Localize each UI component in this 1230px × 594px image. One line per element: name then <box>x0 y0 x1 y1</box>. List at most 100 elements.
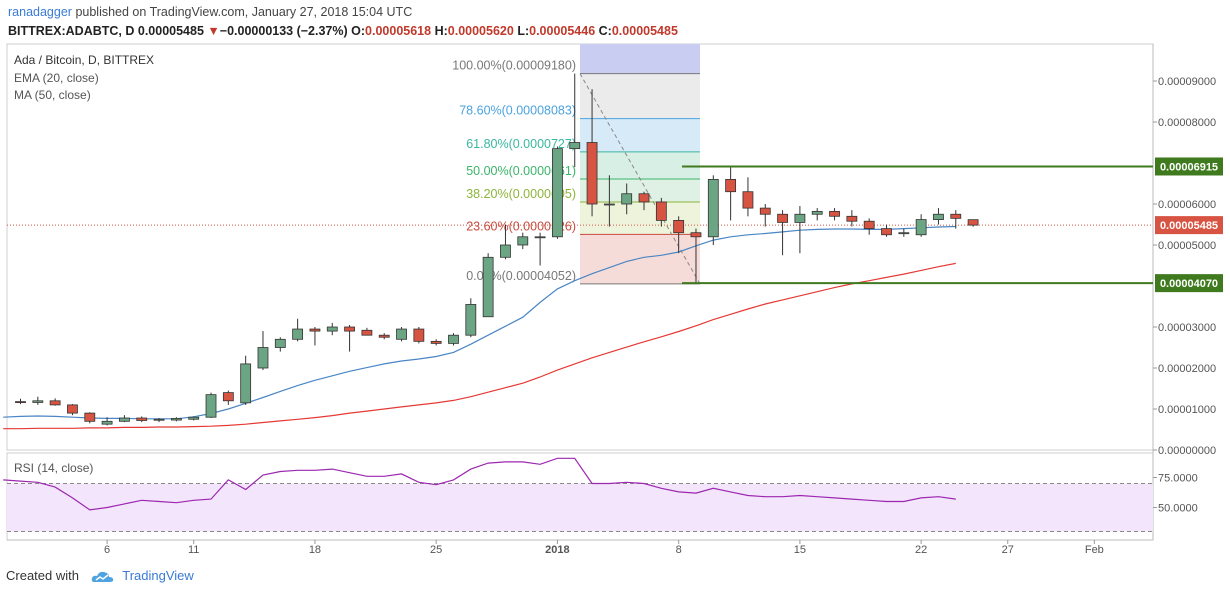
ema-legend: EMA (20, close) <box>14 71 99 85</box>
candle-body <box>673 219 685 234</box>
high-value: 0.00005620 <box>447 24 514 38</box>
fib-zone <box>580 73 700 119</box>
fib-zone <box>580 178 700 202</box>
price-tick-label: 0.00008000 <box>1158 117 1216 129</box>
fib-level-label: 23.60%(0.0000526) <box>466 219 576 233</box>
level-price-label: 0.00006915 <box>1160 161 1218 173</box>
fib-level-label: 0.00%(0.00004052) <box>466 269 576 283</box>
fib-level-label: 61.80%(0.0000727) <box>466 137 576 151</box>
price-tick-label: 0.00006000 <box>1158 199 1216 211</box>
candle-body <box>430 340 442 344</box>
rsi-tick-label: 75.0000 <box>1158 473 1198 485</box>
candle-body <box>603 203 615 206</box>
ma-legend: MA (50, close) <box>14 88 91 102</box>
candle-body <box>465 304 477 336</box>
candle-body <box>170 418 182 421</box>
time-tick-label: 15 <box>794 544 806 556</box>
price-tick-label: 0.00009000 <box>1158 76 1216 88</box>
fib-level-label: 50.00%(0.0000661) <box>466 164 576 178</box>
last-price-tag <box>1155 216 1223 235</box>
close-value: 0.00005485 <box>611 24 678 38</box>
candle-body <box>396 328 407 340</box>
time-tick-label: 25 <box>430 544 442 556</box>
open-value: 0.00005618 <box>365 24 432 38</box>
tradingview-link[interactable]: TradingView <box>122 568 194 583</box>
candle-body <box>915 219 927 236</box>
candle-body <box>794 213 806 223</box>
candle-body <box>742 191 754 209</box>
candle-body <box>655 201 667 221</box>
candle-body <box>586 142 598 205</box>
candle-body <box>707 178 719 238</box>
publish-line: ranadagger published on TradingView.com,… <box>8 5 412 19</box>
candle-body <box>569 142 581 150</box>
fib-trend-line <box>579 73 701 285</box>
down-arrow-icon: ▼ <box>207 24 220 38</box>
fib-zone <box>580 234 700 284</box>
level-price-tag <box>1155 274 1223 293</box>
candle-body <box>759 207 771 215</box>
price-change: −0.00000133 (−2.37%) <box>219 24 348 38</box>
candle-body <box>517 236 529 246</box>
footer: Created with TradingView <box>6 568 194 584</box>
candle-body <box>638 193 650 203</box>
candle-body <box>344 326 355 332</box>
open-label: O: <box>351 24 366 38</box>
candle-body <box>205 394 217 418</box>
candle-body <box>898 232 910 235</box>
candle-body <box>119 417 130 422</box>
time-tick-label: 22 <box>915 544 927 556</box>
chart-header: ranadagger published on TradingView.com,… <box>0 0 1230 44</box>
time-tick-label: 18 <box>309 544 321 556</box>
candle-body <box>413 328 425 342</box>
chart-title: Ada / Bitcoin, D, BITTREX <box>14 53 154 67</box>
candle-body <box>534 236 546 239</box>
candle-body <box>621 193 633 205</box>
rsi-tick-label: 50.0000 <box>1158 503 1198 515</box>
candle-body <box>101 420 113 425</box>
price-tick-label: 0.00001000 <box>1158 404 1216 416</box>
time-tick-label: 6 <box>104 544 110 556</box>
fib-level-label: 100.00%(0.00009180) <box>452 59 576 73</box>
time-tick-label: 8 <box>676 544 682 556</box>
fib-selection-highlight <box>580 44 700 74</box>
time-tick-label: 11 <box>188 544 199 556</box>
candle-body <box>448 334 459 344</box>
price-tick-label: 0.00005000 <box>1158 240 1216 252</box>
rsi-legend: RSI (14, close) <box>14 461 93 475</box>
price-tick-label: 0.00002000 <box>1158 363 1216 375</box>
rsi-band <box>7 483 1153 532</box>
low-label: L: <box>517 24 530 38</box>
candle-body <box>32 400 44 403</box>
high-label: H: <box>434 24 448 38</box>
candle-body <box>257 347 269 369</box>
price-chart[interactable]: 100.00%(0.00009180) 78.60%(0.00008083) 61.… <box>0 0 1230 566</box>
fib-zone <box>580 151 700 179</box>
candle-body <box>15 401 26 404</box>
candle-body <box>725 178 737 193</box>
price-tick-label: 0.00000000 <box>1158 445 1216 457</box>
price-tick-label: 0.00003000 <box>1158 322 1216 334</box>
published-text: published on TradingView.com, January 27… <box>75 5 413 19</box>
time-tick-label: 27 <box>1002 544 1014 556</box>
last-price: 0.00005485 <box>137 24 204 38</box>
candle-body <box>49 400 61 406</box>
tradingview-cloud-icon <box>91 571 113 582</box>
candle-body <box>863 220 875 230</box>
level-price-tag <box>1155 157 1223 176</box>
candle-body <box>881 228 892 236</box>
symbol-quote-line: BITTREX:ADABTC, D 0.00005485 ▼−0.0000013… <box>8 24 678 38</box>
candle-body <box>690 232 702 238</box>
candle-body <box>967 219 979 226</box>
candle-body <box>136 417 148 421</box>
close-label: C: <box>598 24 612 38</box>
author-link[interactable]: ranadagger <box>8 5 72 19</box>
time-tick-label: 2018 <box>545 544 569 556</box>
fib-level-label: 38.20%(0.0000605) <box>466 187 576 201</box>
candle-body <box>240 363 252 404</box>
candle-body <box>482 256 494 318</box>
candle-body <box>829 210 840 217</box>
candle-body <box>222 392 234 402</box>
time-tick-label: Feb <box>1085 544 1104 556</box>
symbol-label: BITTREX:ADABTC, D <box>8 24 135 38</box>
